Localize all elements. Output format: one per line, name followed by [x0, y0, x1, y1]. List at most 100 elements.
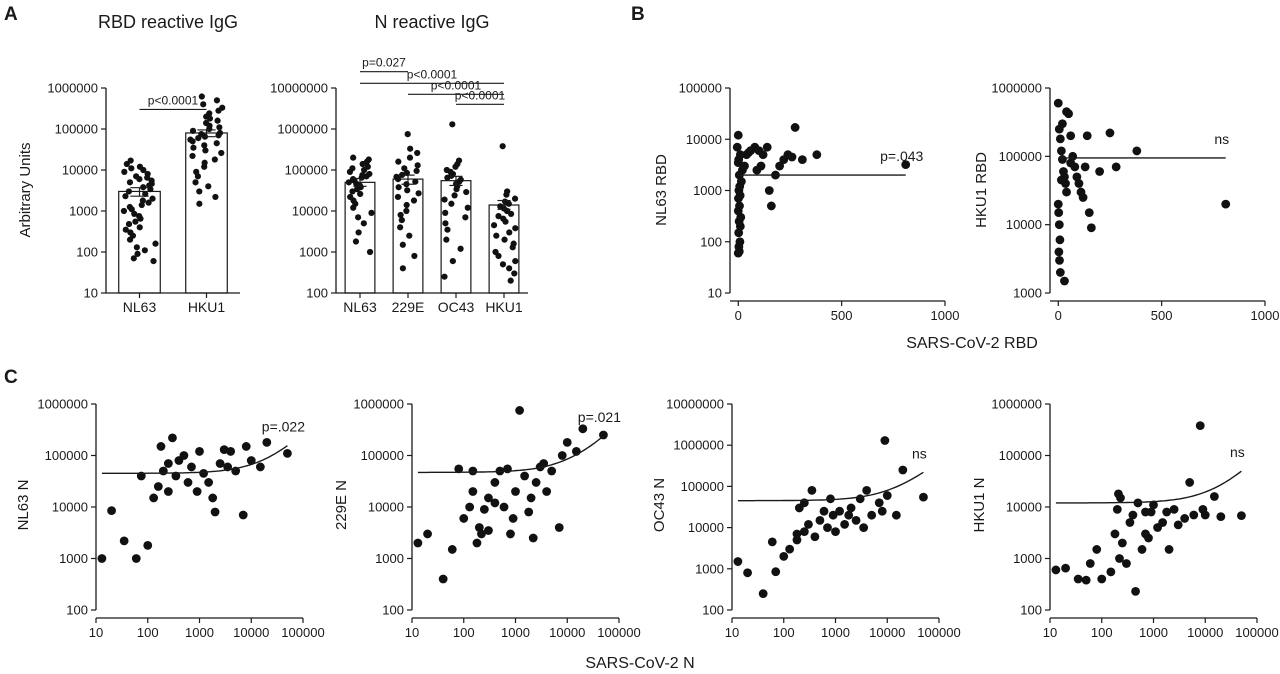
data-point [495, 213, 502, 220]
p-value-label: p<0.0001 [431, 78, 482, 92]
data-point [1066, 131, 1076, 141]
data-point [484, 493, 493, 503]
data-point [127, 229, 134, 236]
y-tick-label: 100 [66, 603, 88, 618]
data-point [1061, 563, 1070, 573]
data-point [125, 220, 133, 228]
data-point [366, 248, 374, 256]
data-point [192, 179, 199, 186]
data-point [200, 101, 207, 108]
data-point [1164, 545, 1174, 554]
data-point [347, 193, 354, 201]
data-point [733, 130, 743, 140]
data-point [807, 485, 817, 495]
p-value-label: p<0.0001 [407, 67, 458, 81]
data-point [508, 514, 518, 523]
data-point [204, 478, 214, 487]
data-point [901, 160, 911, 170]
data-point [149, 195, 156, 202]
data-point [441, 273, 448, 280]
data-point [1053, 199, 1063, 209]
data-point [145, 199, 152, 206]
data-point [528, 533, 538, 543]
data-point [1117, 538, 1127, 548]
x-tick-label: 10000 [869, 625, 905, 640]
x-tick-label: 500 [1151, 308, 1173, 323]
data-point [213, 140, 220, 147]
data-point [840, 519, 850, 529]
data-point [578, 424, 588, 434]
x-tick-label: 10000 [549, 625, 585, 640]
data-point [1116, 493, 1125, 503]
p-value-label: p=.022 [262, 419, 305, 435]
data-point [205, 183, 212, 190]
data-point [212, 193, 219, 201]
data-point [844, 510, 854, 520]
data-point [459, 514, 469, 523]
data-point [214, 117, 221, 124]
data-point [490, 222, 498, 229]
data-point [198, 131, 205, 138]
data-point [449, 121, 456, 128]
data-point [412, 178, 419, 185]
data-point [1073, 574, 1083, 584]
x-tick-label: 1000 [821, 625, 850, 640]
data-point [457, 245, 464, 252]
p-value-label: ns [1214, 131, 1229, 147]
data-point [203, 119, 210, 127]
data-point [393, 173, 400, 180]
y-tick-label: 1000 [299, 245, 328, 260]
panel-letter-b: B [631, 4, 645, 25]
data-point [463, 188, 470, 196]
data-point [497, 203, 504, 210]
data-point [206, 110, 213, 117]
data-point [512, 225, 519, 232]
data-point [874, 498, 884, 508]
y-tick-label: 10000 [52, 500, 88, 515]
data-point [1058, 119, 1067, 129]
data-point [219, 104, 226, 111]
y-tick-label: 100000 [361, 448, 404, 463]
data-point [216, 124, 223, 131]
data-point [218, 149, 225, 157]
data-point [851, 515, 861, 525]
data-point [524, 507, 534, 517]
p-value-label: ns [912, 445, 927, 461]
data-point [193, 168, 200, 175]
data-point [1137, 545, 1147, 554]
data-point [150, 257, 157, 265]
data-point [490, 478, 500, 487]
data-point [1053, 98, 1063, 108]
y-tick-label: 100 [702, 603, 724, 618]
data-point [1095, 167, 1105, 176]
data-point [511, 270, 518, 277]
data-point [735, 201, 744, 211]
data-point [799, 527, 809, 536]
data-point [468, 466, 478, 476]
y-axis-label: HKU1 RBD [973, 152, 990, 228]
data-point [826, 494, 835, 504]
data-point [1060, 276, 1069, 286]
y-tick-label: 1000 [59, 551, 88, 566]
data-point [210, 507, 220, 517]
data-point [192, 487, 202, 496]
trend-line [101, 445, 288, 474]
data-point [758, 150, 768, 160]
data-point [406, 154, 414, 161]
x-tick-label: 0 [735, 308, 742, 323]
data-point [557, 451, 567, 460]
data-point [499, 143, 506, 150]
data-point [366, 170, 373, 178]
data-point [413, 167, 420, 175]
data-point [201, 159, 208, 166]
y-axis-label: 229E N [333, 480, 350, 530]
x-tick-label: 1000 [1251, 308, 1280, 323]
x-tick-label: 10 [725, 625, 739, 640]
data-point [211, 156, 218, 163]
data-point [134, 250, 141, 257]
data-point [187, 136, 194, 143]
data-point [506, 229, 513, 236]
data-point [171, 471, 181, 481]
y-axis-label: NL63 RBD [653, 154, 670, 226]
